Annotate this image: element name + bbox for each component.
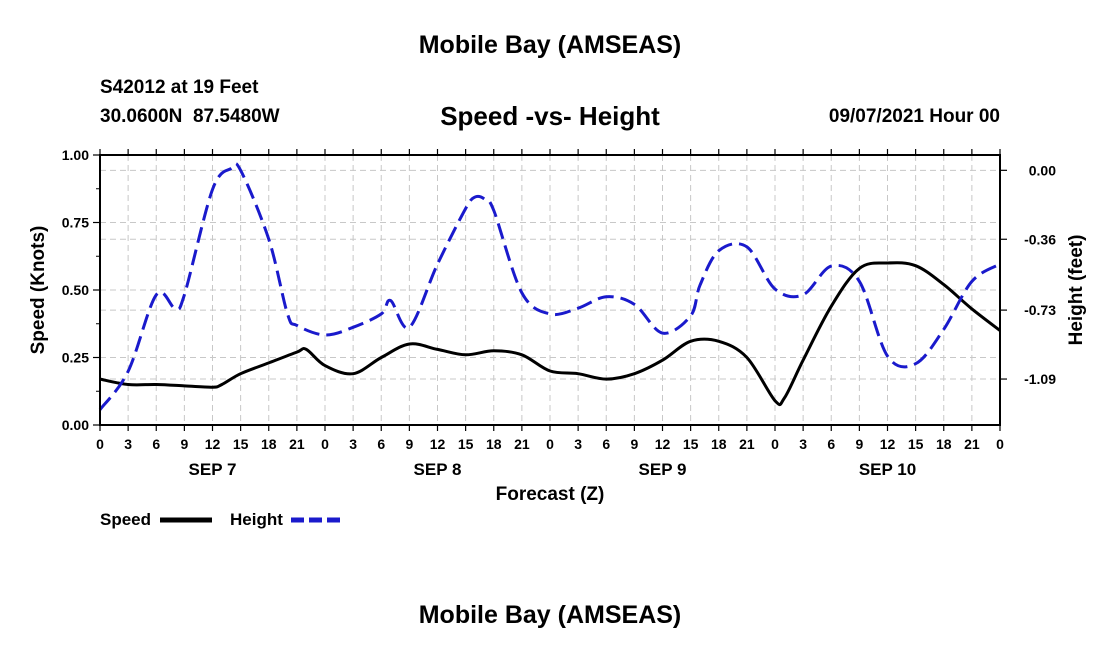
x-tick-label: 0 [321,436,329,452]
grid-lines [100,155,1000,425]
coordinates-label: 30.0600N 87.5480W [100,106,280,127]
x-tick-label: 15 [683,436,699,452]
x-tick-label: 9 [855,436,863,452]
x-tick-label: 0 [771,436,779,452]
x-tick-label: 6 [377,436,385,452]
x-axis-title: Forecast (Z) [496,484,605,505]
x-tick-label: 9 [405,436,413,452]
chart-title-top: Mobile Bay (AMSEAS) [418,31,682,59]
speed-series-line [99,261,1001,407]
legend-height-label: Height [230,510,283,529]
x-tick-label: 6 [602,436,610,452]
day-label: SEP 7 [189,460,237,479]
x-tick-label: 21 [964,436,980,452]
y-tick-label-right: 0.00 [1029,162,1056,178]
x-tick-label: 6 [152,436,160,452]
x-tick-label: 6 [827,436,835,452]
x-tick-label: 3 [349,436,357,452]
forecast-datetime: 09/07/2021 Hour 00 [828,106,1000,127]
axes: 0 3 6 9 12 15 18 21 0 3 6 9 12 15 18 21 0 3 6 9 12 15 18 21 0 3 6 9… [62,147,1056,479]
y-tick-label-left: 1.00 [62,147,89,163]
x-tick-label: 9 [630,436,638,452]
legend: Speed Height [100,510,343,529]
x-tick-label: 9 [180,436,188,452]
y-tick-label-right: -0.73 [1024,302,1056,318]
x-tick-label: 18 [936,436,952,452]
x-tick-label: 3 [124,436,132,452]
x-tick-label: 21 [514,436,530,452]
x-tick-label: 18 [486,436,502,452]
y-tick-label-left: 0.75 [62,215,89,231]
series-layer [98,162,1001,411]
x-tick-label: 0 [996,436,1004,452]
chart-title-bottom: Mobile Bay (AMSEAS) [418,601,682,629]
legend-speed-label: Speed [100,510,151,529]
x-tick-label: 21 [289,436,305,452]
y-axis-left-title: Speed (Knots) [28,226,49,355]
x-tick-label: 12 [880,436,896,452]
x-tick-label: 21 [739,436,755,452]
y-tick-label-left: 0.00 [62,417,89,433]
y-tick-label-left: 0.50 [62,282,89,298]
y-tick-label-left: 0.25 [62,350,89,366]
day-label: SEP 9 [639,460,687,479]
day-label: SEP 10 [859,460,916,479]
x-tick-label: 15 [458,436,474,452]
y-tick-label-right: -1.09 [1024,371,1056,387]
x-tick-label: 15 [233,436,249,452]
x-tick-label: 15 [908,436,924,452]
x-tick-label: 12 [655,436,671,452]
station-label: S42012 at 19 Feet [100,77,259,98]
x-tick-label: 3 [799,436,807,452]
x-tick-label: 0 [96,436,104,452]
x-tick-label: 18 [261,436,277,452]
day-label: SEP 8 [414,460,462,479]
y-axis-right-title: Height (feet) [1066,235,1087,346]
x-tick-label: 18 [711,436,727,452]
x-tick-label: 3 [574,436,582,452]
x-tick-label: 12 [430,436,446,452]
x-tick-label: 12 [205,436,221,452]
x-tick-label: 0 [546,436,554,452]
y-tick-label-right: -0.36 [1024,231,1056,247]
chart-subtitle: Speed -vs- Height [440,101,660,131]
